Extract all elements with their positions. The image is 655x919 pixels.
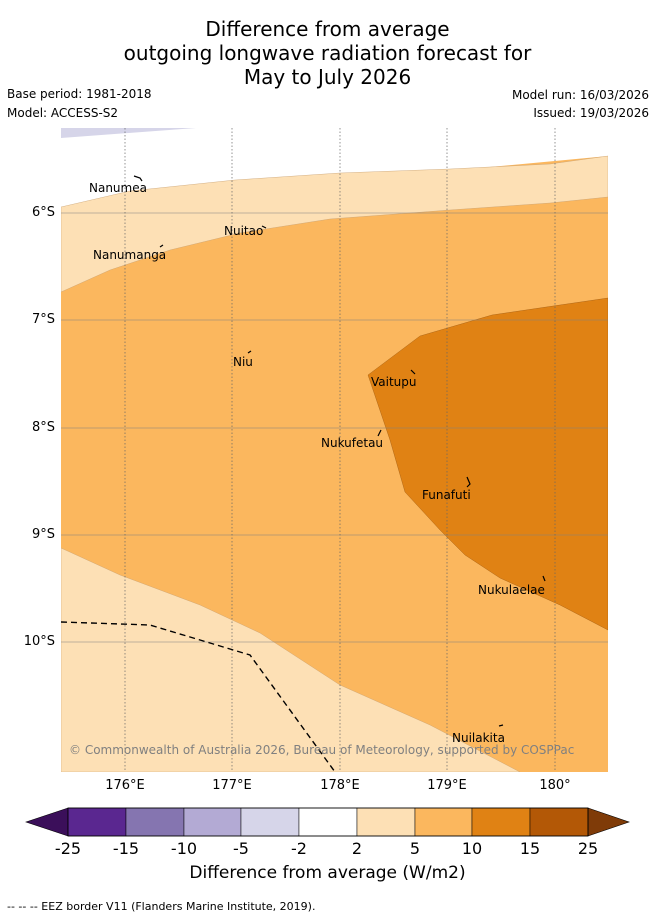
lat-label-9s: 9°S xyxy=(31,527,55,542)
island-label-funafuti: Funafuti xyxy=(422,488,471,502)
colorbar-bin-15-25 xyxy=(529,807,589,837)
island-label-nuitao: Nuitao xyxy=(224,224,263,238)
base-period: Base period: 1981-2018 xyxy=(7,87,152,101)
colorbar-extend-low xyxy=(25,807,69,837)
lat-label-10s: 10°S xyxy=(23,634,55,649)
lon-label-178e: 178°E xyxy=(320,778,360,793)
eez-border-legend: -- -- -- EEZ border V11 (Flanders Marine… xyxy=(7,900,316,913)
lat-label-8s: 8°S xyxy=(31,420,55,435)
island-label-nanumanga: Nanumanga xyxy=(93,248,166,262)
colorbar-bin-minus15-minus10 xyxy=(125,807,185,837)
colorbar-tick-minus25: -25 xyxy=(54,839,82,858)
title-line-2: outgoing longwave radiation forecast for xyxy=(123,41,532,65)
colorbar-bin-minus5-minus2 xyxy=(240,807,300,837)
colorbar-bin-5-10 xyxy=(414,807,473,837)
island-label-nuilakita: Nuilakita xyxy=(452,731,505,745)
colorbar-tick-5: 5 xyxy=(409,839,421,858)
colorbar-outline xyxy=(67,807,589,837)
longitude-gridlines xyxy=(124,128,556,772)
title-line-1: Difference from average xyxy=(205,17,450,41)
latitude-gridlines xyxy=(61,212,608,643)
lat-label-6s: 6°S xyxy=(31,205,55,220)
colorbar-tick-minus5: -5 xyxy=(233,839,249,858)
region-2-to-5-north xyxy=(61,155,608,293)
map-area: Nanumea Nuitao Nanumanga Niu Vaitupu Nuk… xyxy=(61,128,608,772)
colorbar-tick-15: 15 xyxy=(519,839,541,858)
island-label-nukufetau: Nukufetau xyxy=(321,436,383,450)
colorbar-bin-minus10-minus5 xyxy=(183,807,242,837)
lon-label-179e: 179°E xyxy=(427,778,467,793)
region-minus5-to-minus2 xyxy=(61,128,196,138)
region-10-to-15 xyxy=(367,297,608,631)
colorbar-bin-minus25-minus15 xyxy=(67,807,127,837)
colorbar-title: Difference from average (W/m2) xyxy=(189,863,466,883)
island-labels: Nanumea Nuitao Nanumanga Niu Vaitupu Nuk… xyxy=(89,181,545,745)
lat-label-7s: 7°S xyxy=(31,312,55,327)
colorbar-tick-2: 2 xyxy=(351,839,363,858)
colorbar-tick-10: 10 xyxy=(461,839,483,858)
lon-label-177e: 177°E xyxy=(212,778,252,793)
issued-date: Issued: 19/03/2026 xyxy=(533,106,649,120)
colorbar-tick-minus2: -2 xyxy=(291,839,307,858)
island-label-nanumea: Nanumea xyxy=(89,181,147,195)
model-run-date: Model run: 16/03/2026 xyxy=(511,88,649,102)
colorbar-tick-25: 25 xyxy=(577,839,599,858)
island-label-vaitupu: Vaitupu xyxy=(371,375,417,389)
island-label-niu: Niu xyxy=(233,355,253,369)
colorbar-extend-high xyxy=(587,807,630,837)
colorbar-tick-minus15: -15 xyxy=(112,839,140,858)
eez-border xyxy=(61,621,336,772)
model-name: Model: ACCESS-S2 xyxy=(7,106,119,120)
colorbar-bin-10-15 xyxy=(471,807,531,837)
lon-label-176e: 176°E xyxy=(105,778,145,793)
lon-label-180: 180° xyxy=(539,778,571,793)
copyright-notice: © Commonwealth of Australia 2026, Bureau… xyxy=(69,743,574,757)
colorbar-bin-2-5 xyxy=(356,807,416,837)
island-label-nukulaelae: Nukulaelae xyxy=(478,583,545,597)
island-shapes xyxy=(133,175,546,727)
colorbar-bin-minus2-2 xyxy=(298,807,358,837)
title-line-3: May to July 2026 xyxy=(243,65,412,89)
colorbar-tick-minus10: -10 xyxy=(170,839,198,858)
